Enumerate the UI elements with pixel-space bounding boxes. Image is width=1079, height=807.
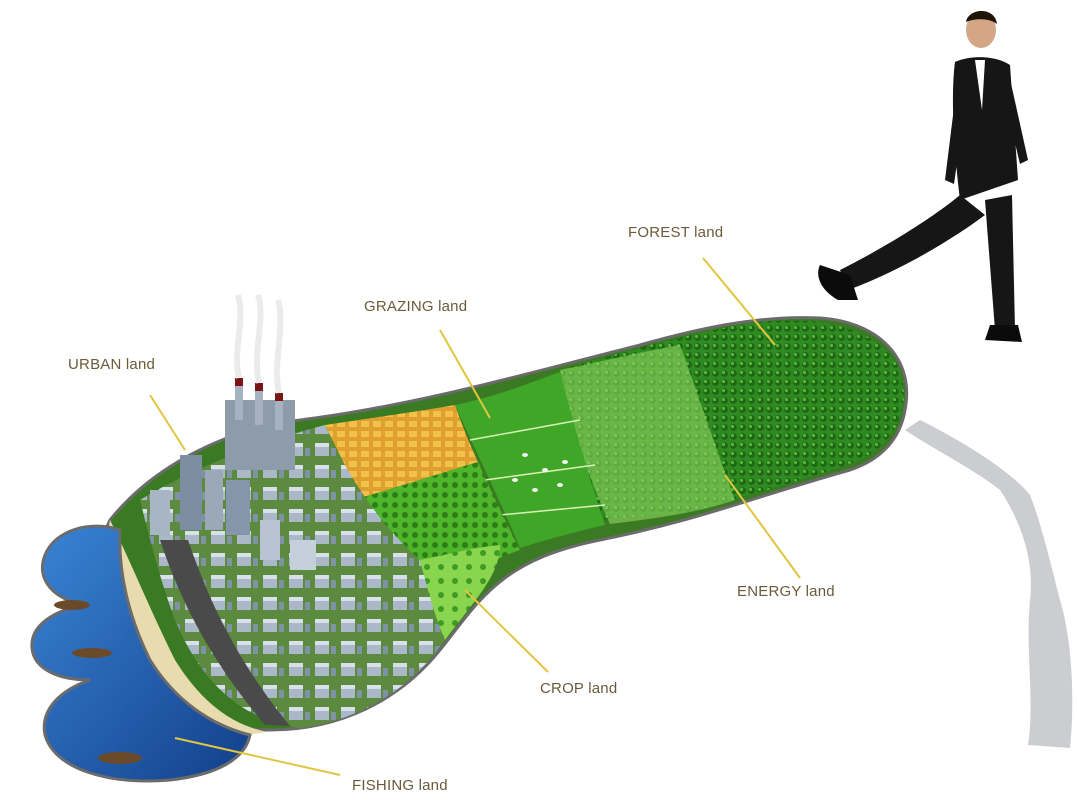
livestock (512, 453, 568, 492)
energy-leader (724, 474, 801, 579)
footprint (30, 294, 909, 783)
boats (54, 600, 142, 764)
grazing-leader (439, 329, 491, 419)
leader-lines (149, 257, 801, 776)
beach (106, 520, 268, 735)
energy-area (560, 345, 735, 524)
crop-yellow-field (325, 405, 478, 498)
forest-land-label: FOREST land (628, 224, 724, 241)
fishing-leader (174, 737, 341, 776)
man-walking (818, 11, 1028, 342)
crop-light-field (420, 545, 500, 640)
crop-land-label: CROP land (540, 680, 618, 697)
urban-land-label: URBAN land (68, 356, 156, 373)
man-shadow (905, 420, 1073, 748)
grazing-area (455, 372, 605, 548)
energy-land-label: ENERGY land (737, 583, 835, 600)
road (160, 540, 290, 726)
grazing-fields (469, 419, 606, 516)
grazing-land-label: GRAZING land (364, 298, 468, 315)
urban-leader (149, 394, 186, 451)
skyscrapers (150, 455, 316, 570)
sea-toes (30, 524, 252, 783)
fishing-land-label: FISHING land (352, 777, 448, 794)
factory (225, 294, 295, 470)
forest-leader (702, 257, 776, 346)
crop-leader (464, 589, 549, 673)
